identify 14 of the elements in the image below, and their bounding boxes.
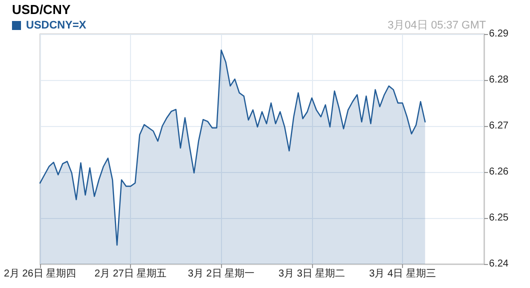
y-tick-label: 6.25 — [489, 212, 509, 224]
x-tick-label: 3月 2日 星期一 — [188, 268, 255, 280]
y-tick-label: 6.24 — [489, 258, 509, 270]
x-tick-label: 3月 4日 星期三 — [369, 268, 436, 280]
chart-title: USD/CNY — [12, 2, 71, 17]
y-tick-label: 6.27 — [489, 120, 509, 132]
y-tick-label: 6.26 — [489, 166, 509, 178]
x-tick-label: 3月 3日 星期二 — [278, 268, 346, 280]
y-tick-label: 6.28 — [489, 74, 509, 86]
text: 3月04日 05:37 GMT — [388, 20, 486, 32]
x-tick-label: 2月 27日 星期五 — [94, 268, 167, 280]
y-tick-label: 6.29 — [489, 28, 509, 40]
x-tick-label: 2月 26日 星期四 — [4, 268, 76, 280]
legend-label: USDCNY=X — [26, 20, 87, 32]
